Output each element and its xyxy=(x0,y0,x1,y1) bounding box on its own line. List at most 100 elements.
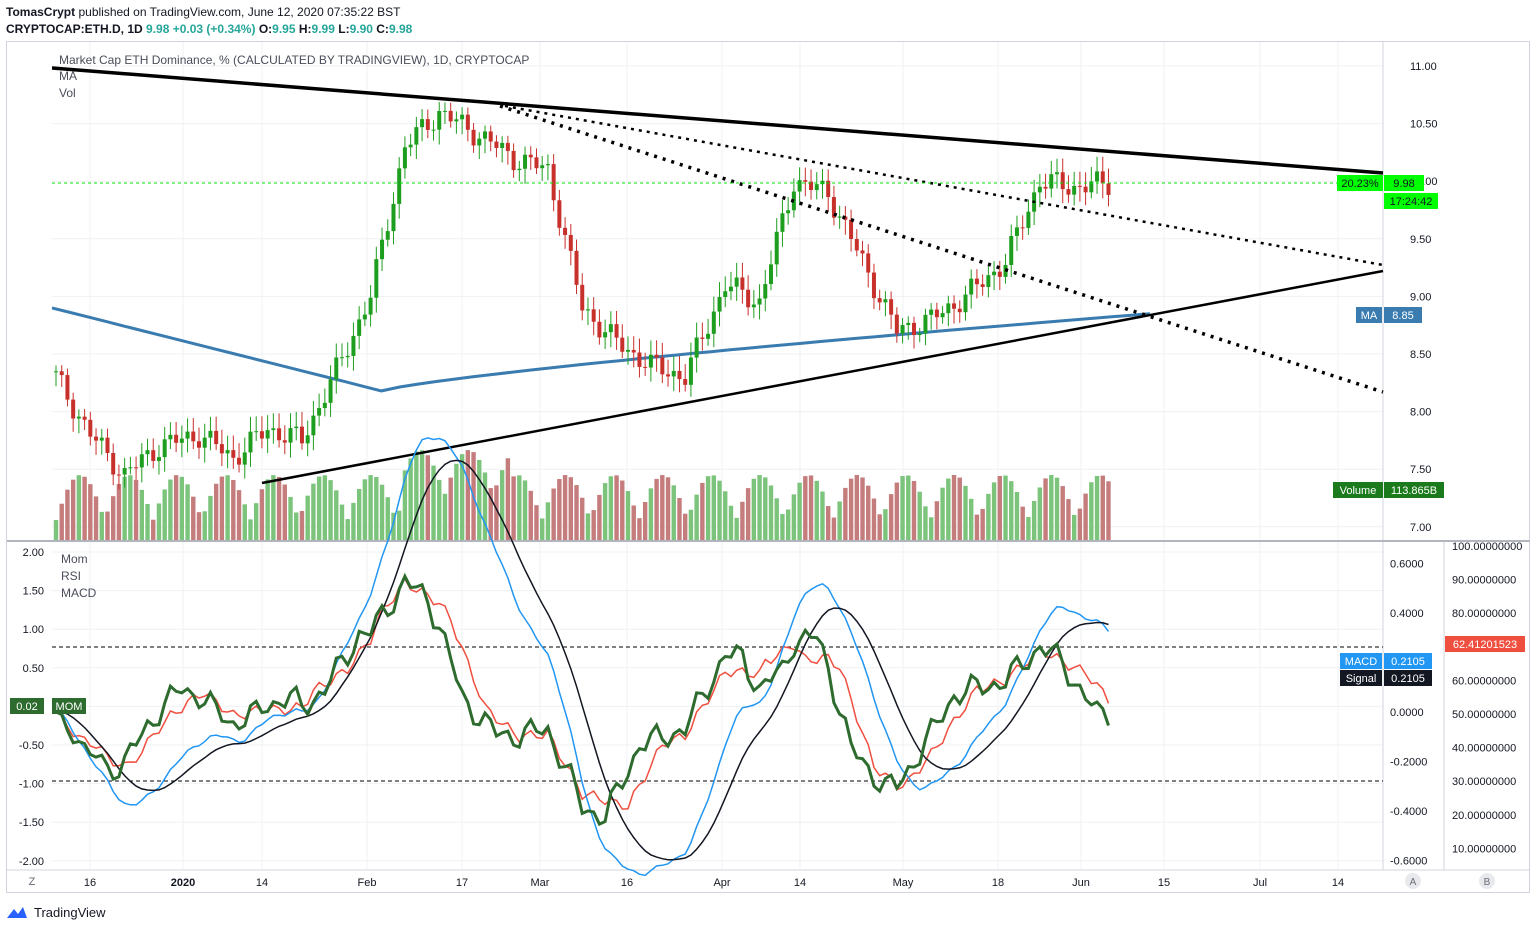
candle-body xyxy=(1089,181,1094,193)
candle-body xyxy=(1026,211,1031,228)
lower-trendline[interactable] xyxy=(261,269,1384,485)
ma-label: MA xyxy=(1361,310,1378,322)
volume-bar xyxy=(986,493,991,540)
candle-body xyxy=(517,168,522,171)
price-badge-bg xyxy=(1384,175,1424,191)
volume-bar xyxy=(259,489,265,540)
candle-body xyxy=(929,309,934,315)
candle-body xyxy=(883,299,888,303)
auto-scale-button-bg[interactable] xyxy=(1405,873,1421,889)
tradingview-logo-icon[interactable] xyxy=(6,905,28,919)
candle-body xyxy=(145,450,150,455)
time-tick: Jun xyxy=(1072,877,1090,889)
candle-body xyxy=(580,284,585,311)
volume-bar xyxy=(906,475,911,540)
volume-bar xyxy=(980,508,985,540)
volume-bar xyxy=(299,510,305,540)
volume-bar xyxy=(923,506,928,540)
volume-bar xyxy=(660,475,665,540)
log-scale-button[interactable]: B xyxy=(1484,877,1491,888)
candle-body xyxy=(237,457,242,465)
legend-vol[interactable]: Vol xyxy=(59,86,76,100)
volume-bar xyxy=(1014,491,1020,540)
volume-bar xyxy=(562,475,568,540)
volume-bar xyxy=(379,484,385,540)
volume-bar xyxy=(345,519,350,540)
candle-body xyxy=(191,431,196,442)
volume-bar xyxy=(946,478,951,540)
candle-body xyxy=(969,278,974,295)
volume-bar xyxy=(322,475,328,540)
zoom-button[interactable]: Z xyxy=(29,876,36,888)
momentum-axis[interactable]: 2.001.501.000.500.00-0.50-1.00-1.50-2.00 xyxy=(19,547,44,868)
candle-body xyxy=(523,154,528,169)
candle-body xyxy=(717,297,722,312)
candle-body xyxy=(706,333,711,339)
ma-label-bg xyxy=(1356,307,1382,323)
auto-scale-button[interactable]: A xyxy=(1410,877,1417,888)
volume-bar xyxy=(419,450,425,540)
price-tick: 9.00 xyxy=(1410,291,1431,303)
macd-tick: -0.2000 xyxy=(1390,757,1427,769)
rsi-axis[interactable]: 100.0000000090.0000000080.0000000070.000… xyxy=(1452,541,1522,855)
rsi-value-badge: 62.41201523 xyxy=(1453,639,1517,651)
price-badge: 9.98 xyxy=(1393,178,1414,190)
ma-line xyxy=(51,306,1151,393)
macd-axis[interactable]: 0.60000.40000.20000.0000-0.2000-0.4000-0… xyxy=(1390,559,1427,868)
dotted-trendline-upper[interactable] xyxy=(504,104,1384,267)
time-tick: 15 xyxy=(1158,877,1170,889)
candle-body xyxy=(402,147,407,169)
candle-body xyxy=(494,141,499,148)
candle-body xyxy=(1066,189,1071,195)
candle-body xyxy=(568,234,573,251)
rsi-tick: 90.00000000 xyxy=(1452,575,1516,587)
volume-bar xyxy=(202,511,207,540)
low-value: 9.90 xyxy=(349,22,373,36)
candle-body xyxy=(688,357,693,385)
legend-rsi[interactable]: RSI xyxy=(61,569,81,583)
volume-bar xyxy=(797,482,802,540)
time-tick: Feb xyxy=(358,877,377,889)
candle-body xyxy=(305,435,310,444)
candle-body xyxy=(980,284,985,288)
candle-body xyxy=(328,379,333,403)
candle-body xyxy=(843,216,848,220)
candle-body xyxy=(734,277,739,287)
candle-body xyxy=(946,303,951,314)
signal-value-bg xyxy=(1384,670,1432,686)
legend-macd[interactable]: MACD xyxy=(61,586,97,600)
candle-body xyxy=(626,349,630,352)
footer-brand[interactable]: TradingView xyxy=(34,904,106,920)
pct-badge-bg xyxy=(1337,175,1383,191)
candle-body xyxy=(740,277,745,290)
time-tick: 16 xyxy=(621,877,633,889)
upper-trendline[interactable] xyxy=(51,66,1384,175)
volume-bar xyxy=(70,479,76,540)
volume-bar xyxy=(191,496,196,540)
time-axis[interactable]: 16 2020 14 Feb 17 Mar 16 Apr 14 May 18 Jun 15 Jul 14 xyxy=(84,877,1344,889)
log-scale-button-bg[interactable] xyxy=(1479,873,1495,889)
rsi-value-bg xyxy=(1445,636,1525,652)
volume-bar xyxy=(1077,508,1083,540)
dotted-trendline-lower[interactable] xyxy=(499,104,1384,394)
candle-body xyxy=(65,375,70,400)
legend-mom[interactable]: Mom xyxy=(61,552,88,566)
volume-bar xyxy=(448,477,453,540)
symbol-label[interactable]: CRYPTOCAP:ETH.D, 1D xyxy=(6,22,143,36)
candle-body xyxy=(849,219,854,240)
candle-body xyxy=(820,180,825,185)
legend-ma[interactable]: MA xyxy=(59,69,77,83)
candle-body xyxy=(471,129,476,146)
candle-body xyxy=(414,127,419,145)
candle-body xyxy=(597,321,602,338)
volume-bar xyxy=(534,505,539,540)
candle-body xyxy=(505,142,510,151)
macd-value-bg xyxy=(1384,653,1432,669)
candle-body xyxy=(889,299,894,315)
volume-bar xyxy=(173,475,179,540)
volume-bar xyxy=(888,494,894,540)
publisher-name[interactable]: TomasCrypt xyxy=(6,5,76,19)
volume-bar xyxy=(848,478,854,540)
